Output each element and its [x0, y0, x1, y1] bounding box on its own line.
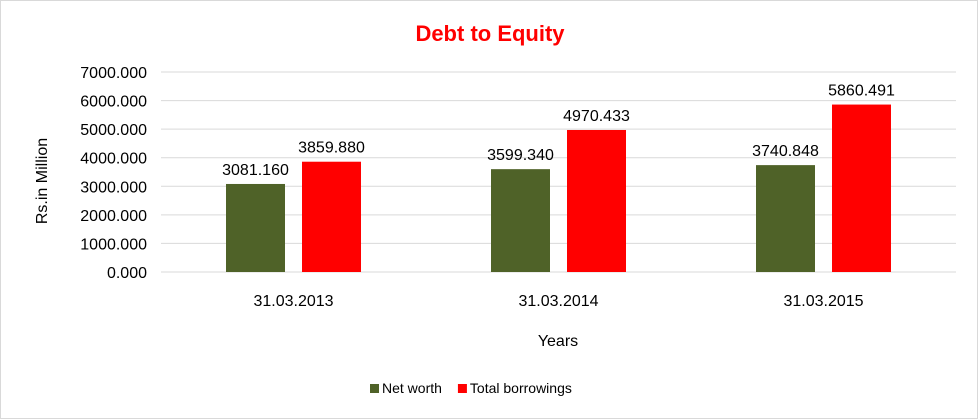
y-axis-title: Rs.in Million [34, 138, 51, 224]
data-label: 3859.880 [298, 140, 365, 157]
y-tick-label: 2000.000 [80, 208, 147, 225]
legend-label: Net worth [382, 380, 442, 396]
legend-swatch [457, 384, 467, 393]
bar-total-borrowings [832, 104, 891, 272]
data-label: 4970.433 [563, 108, 630, 125]
bar-total-borrowings [567, 129, 626, 272]
y-tick-label: 1000.000 [80, 236, 147, 253]
y-tick-label: 7000.000 [80, 65, 147, 82]
chart-title: Debt to Equity [415, 21, 565, 46]
legend-swatch [370, 384, 379, 393]
y-tick-label: 5000.000 [80, 122, 147, 139]
y-axis-ticks: 0.000 1000.000 2000.000 3000.000 4000.000 500… [80, 65, 147, 282]
x-tick-label: 31.03.2013 [253, 293, 333, 310]
y-tick-label: 6000.000 [80, 94, 147, 111]
bar-net-worth [491, 169, 550, 272]
x-tick-label: 31.03.2014 [518, 293, 598, 310]
bar-net-worth [756, 165, 815, 272]
data-labels: 3081.160 3859.880 3599.340 4970.433 3740.848… [222, 83, 895, 179]
data-label: 3599.340 [487, 147, 554, 164]
gridlines [161, 71, 956, 273]
data-label: 5860.491 [828, 83, 895, 100]
data-label: 3081.160 [222, 162, 289, 179]
legend-label: Total borrowings [470, 380, 572, 396]
x-axis-ticks: 31.03.2013 31.03.2014 31.03.2015 [253, 293, 863, 310]
bars [226, 104, 891, 272]
legend: Net worth Total borrowings [370, 380, 572, 396]
bar-net-worth [226, 183, 285, 272]
x-axis-title: Years [538, 333, 578, 350]
y-tick-label: 3000.000 [80, 179, 147, 196]
y-tick-label: 4000.000 [80, 151, 147, 168]
bar-total-borrowings [302, 161, 361, 272]
data-label: 3740.848 [752, 143, 819, 160]
x-tick-label: 31.03.2015 [783, 293, 863, 310]
y-tick-label: 0.000 [107, 265, 147, 282]
